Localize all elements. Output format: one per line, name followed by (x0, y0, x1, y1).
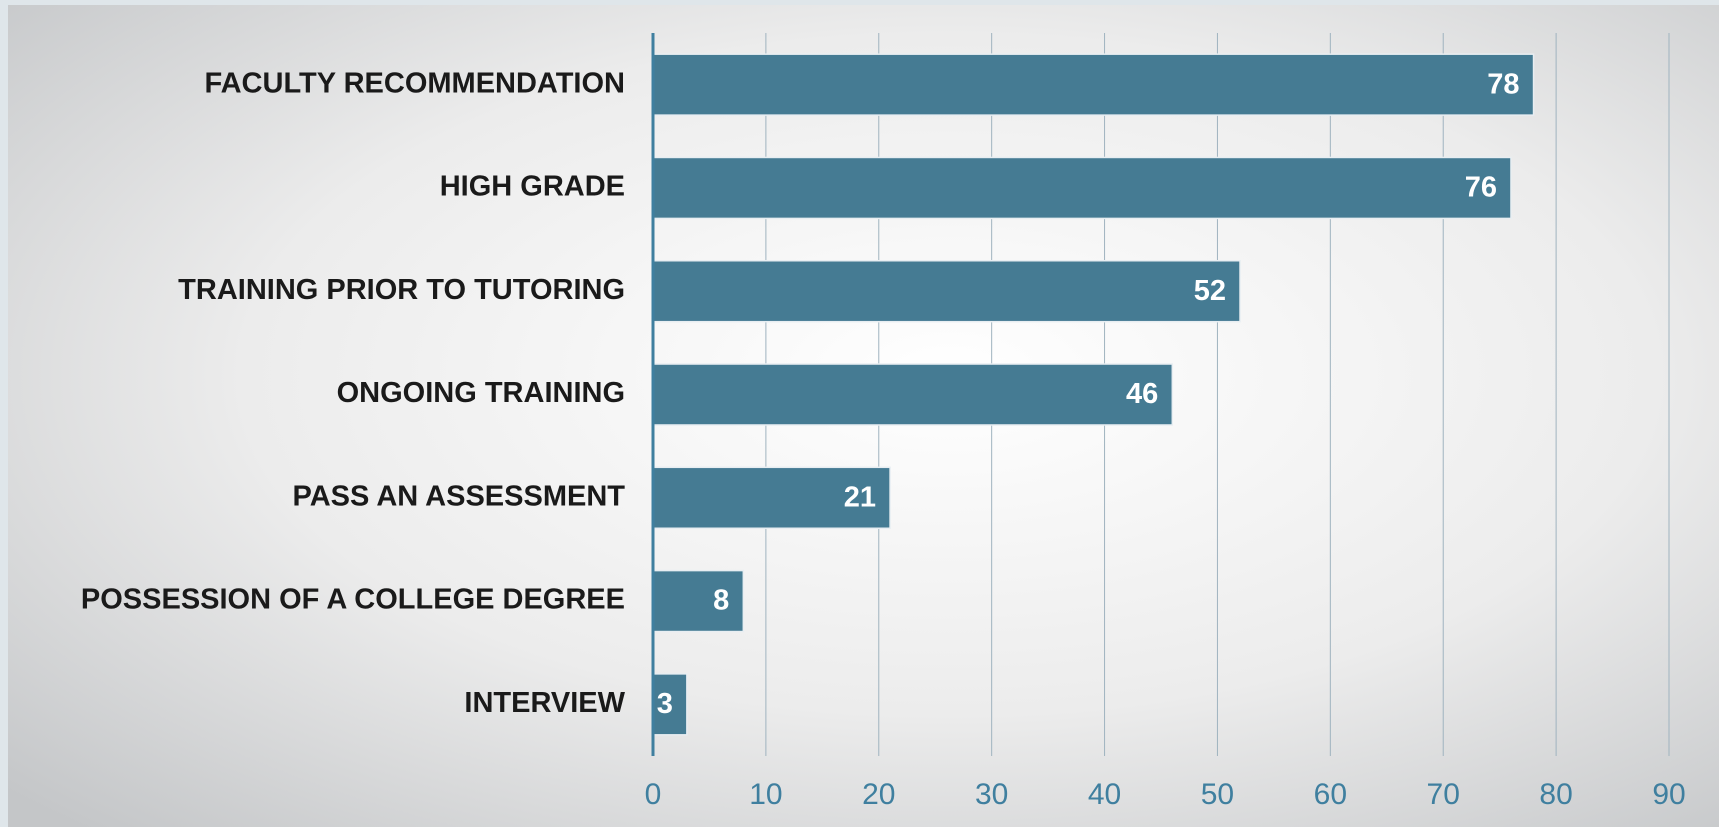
x-tick-label: 90 (1652, 778, 1685, 811)
value-label: 76 (1465, 172, 1497, 204)
y-tick-label: ONGOING TRAINING (337, 377, 625, 409)
y-tick-label: TRAINING PRIOR TO TUTORING (178, 274, 625, 306)
bar (652, 363, 1174, 426)
value-label: 78 (1487, 68, 1519, 100)
x-tick-label: 70 (1427, 778, 1460, 811)
bar (652, 259, 1241, 323)
bar (652, 569, 745, 633)
bar (652, 673, 688, 736)
value-label: 52 (1194, 275, 1226, 307)
x-tick-label: 10 (749, 778, 782, 811)
x-tick-label: 60 (1314, 778, 1347, 811)
value-label: 46 (1126, 378, 1158, 410)
x-tick-label: 20 (862, 778, 895, 811)
y-tick-label: POSSESSION OF A COLLEGE DEGREE (81, 584, 625, 616)
bar (652, 53, 1535, 116)
y-tick-label: HIGH GRADE (440, 171, 625, 203)
x-tick-label: 30 (975, 778, 1008, 811)
y-tick-label: FACULTY RECOMMENDATION (205, 67, 626, 99)
value-label: 3 (657, 688, 673, 720)
value-label: 21 (844, 481, 876, 513)
bar (652, 156, 1512, 220)
x-tick-label: 0 (645, 778, 662, 811)
y-tick-label: INTERVIEW (464, 687, 625, 719)
y-tick-label: PASS AN ASSESSMENT (293, 480, 626, 512)
x-tick-label: 50 (1201, 778, 1234, 811)
x-tick-label: 40 (1088, 778, 1121, 811)
value-label: 8 (713, 585, 729, 617)
bar (652, 466, 891, 530)
x-tick-label: 80 (1539, 778, 1572, 811)
